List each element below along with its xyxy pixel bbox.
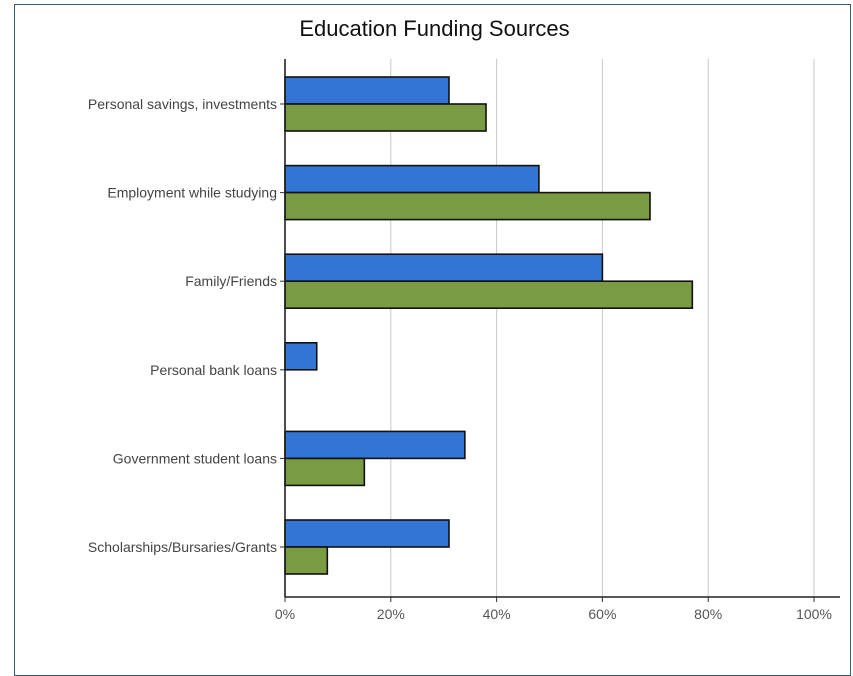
x-tick-label: 0% xyxy=(275,606,295,622)
x-tick-label: 100% xyxy=(796,606,832,622)
category-label: Family/Friends xyxy=(185,273,277,289)
gridlines xyxy=(390,59,815,597)
bar xyxy=(284,103,487,132)
x-tick-label: 20% xyxy=(377,606,405,622)
bar xyxy=(284,164,540,194)
axes xyxy=(280,59,840,602)
category-label: Scholarships/Bursaries/Grants xyxy=(88,539,277,555)
bar xyxy=(284,519,450,548)
tick-labels: 0% 20% 40% 60% 80% 100% xyxy=(275,606,832,622)
bar xyxy=(284,191,651,221)
x-tick-label: 60% xyxy=(588,606,616,622)
x-tick-label: 40% xyxy=(483,606,511,622)
category-label: Employment while studying xyxy=(107,185,277,201)
category-labels: Personal savings, investments Employment … xyxy=(88,96,277,555)
bar xyxy=(284,341,318,371)
bar xyxy=(284,76,450,105)
category-label: Personal bank loans xyxy=(150,362,277,378)
bar xyxy=(284,253,604,282)
bars xyxy=(284,76,694,575)
category-label: Government student loans xyxy=(113,450,277,466)
chart-title: Education Funding Sources xyxy=(299,16,570,41)
bar xyxy=(284,457,366,487)
bar xyxy=(284,546,329,575)
category-label: Personal savings, investments xyxy=(88,96,277,112)
bar xyxy=(284,280,694,310)
bar xyxy=(284,430,466,460)
x-tick-label: 80% xyxy=(694,606,722,622)
